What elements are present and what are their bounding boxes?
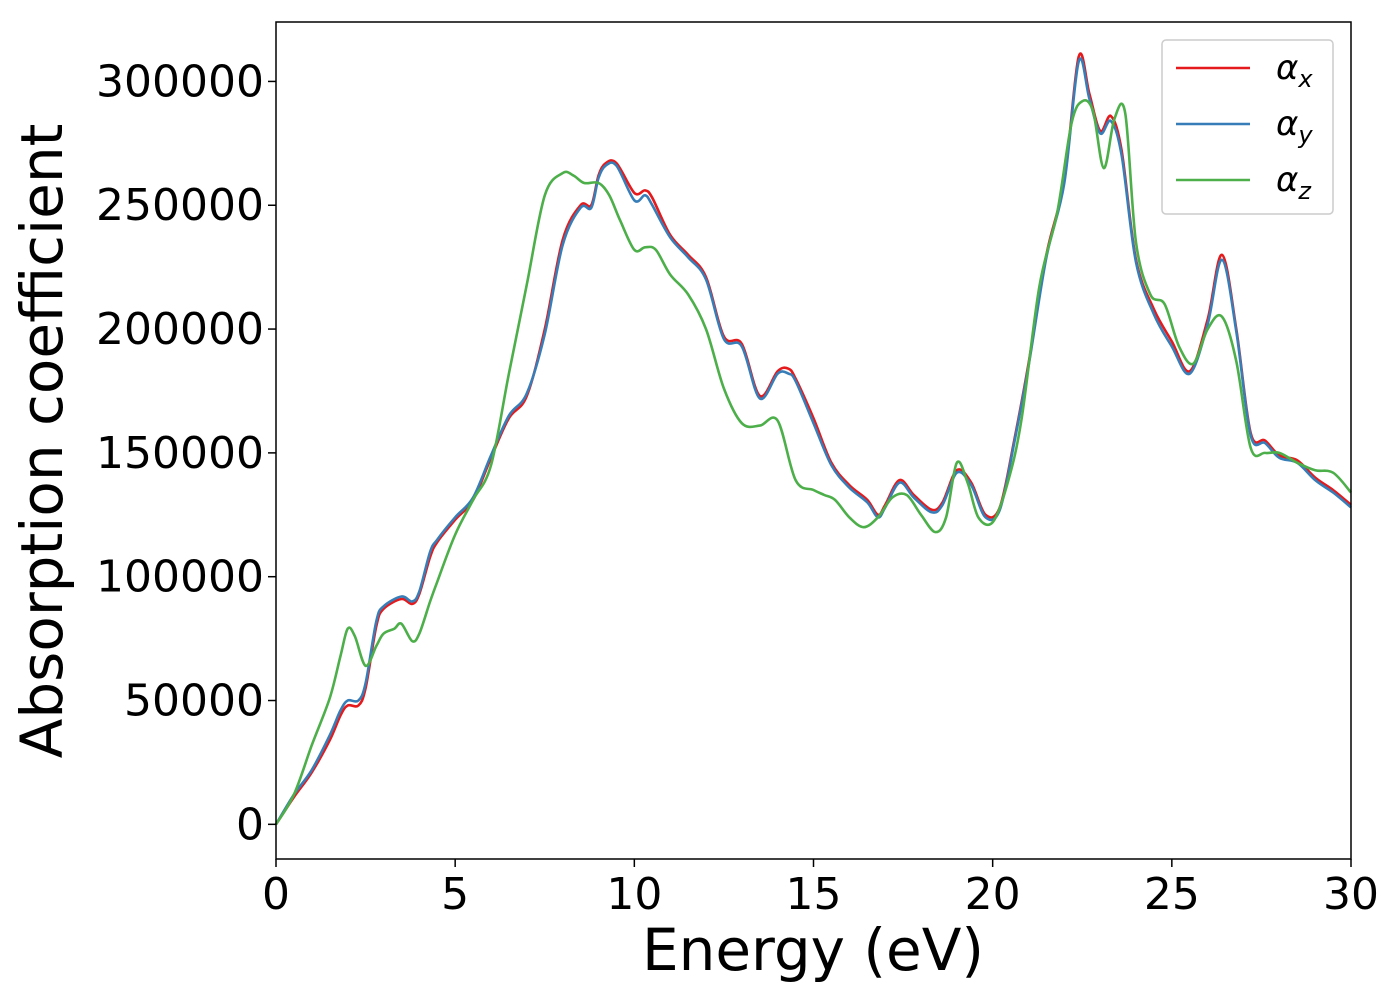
x-tick-label: 30 (1323, 869, 1379, 920)
legend: αx αy αz (1161, 39, 1334, 215)
y-axis-ticks: 0 50000 100000 150000 200000 250000 300000 (96, 56, 276, 850)
y-tick-label: 50000 (124, 676, 264, 727)
y-tick-label: 250000 (96, 180, 264, 231)
legend-label-y: αy (1276, 104, 1313, 149)
x-axis-title: Energy (eV) (642, 916, 984, 984)
legend-box (1161, 39, 1334, 215)
legend-label-z: αz (1276, 160, 1312, 205)
x-tick-label: 10 (606, 869, 662, 920)
y-tick-label: 300000 (96, 56, 264, 107)
x-axis-ticks: 0 5 10 15 20 25 30 (262, 859, 1379, 920)
y-tick-label: 150000 (96, 428, 264, 479)
legend-label-x: αx (1276, 48, 1313, 93)
series-line-z (274, 99, 1352, 825)
y-tick-label: 200000 (96, 304, 264, 355)
y-tick-label: 100000 (96, 552, 264, 603)
y-axis-title: Absorption coefficient (8, 124, 76, 759)
legend-items: αx αy αz (1176, 48, 1313, 205)
x-tick-label: 5 (441, 869, 469, 920)
y-tick-label: 0 (236, 799, 264, 850)
series-line-y (274, 57, 1352, 825)
x-tick-label: 0 (262, 869, 290, 920)
series-layer (274, 52, 1352, 826)
x-tick-label: 20 (965, 869, 1021, 920)
x-tick-label: 25 (1144, 869, 1200, 920)
x-tick-label: 15 (786, 869, 842, 920)
